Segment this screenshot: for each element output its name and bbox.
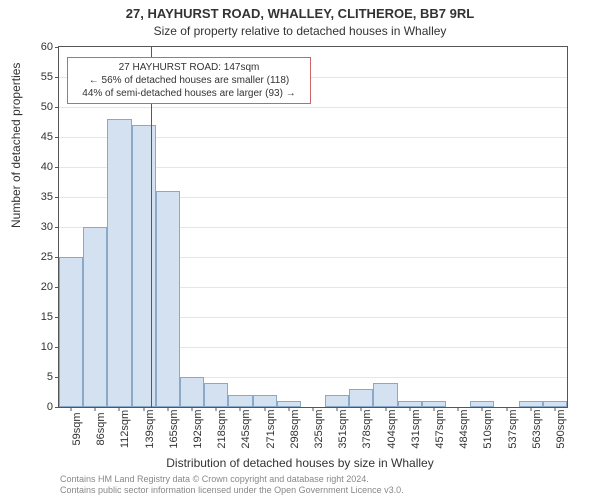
x-tick-label: 378sqm [361,409,373,448]
x-tick-label: 484sqm [458,409,470,448]
y-tick-label: 25 [41,251,59,263]
chart-plot-area: 05101520253035404550556059sqm86sqm112sqm… [58,46,568,408]
y-tick-label: 15 [41,311,59,323]
y-tick-label: 35 [41,191,59,203]
x-axis-label: Distribution of detached houses by size … [0,456,600,470]
y-tick-label: 10 [41,341,59,353]
attribution-line2: Contains public sector information licen… [60,485,404,496]
x-tick-mark [95,407,96,411]
callout-line: 27 HAYHURST ROAD: 147sqm [74,61,304,74]
y-tick-label: 40 [41,161,59,173]
histogram-bar [180,377,204,407]
histogram-bar [83,227,107,407]
x-tick-label: 86sqm [95,412,107,445]
x-tick-mark [71,407,72,411]
callout-line: 44% of semi-detached houses are larger (… [74,87,304,100]
y-tick-label: 50 [41,101,59,113]
y-tick-label: 5 [47,371,59,383]
x-tick-label: 192sqm [192,409,204,448]
y-tick-label: 0 [47,401,59,413]
y-axis-label: Number of detached properties [9,63,23,228]
y-tick-label: 60 [41,41,59,53]
attribution-text: Contains HM Land Registry data © Crown c… [60,474,404,496]
y-tick-label: 55 [41,71,59,83]
histogram-bar [59,257,83,407]
x-tick-label: 457sqm [434,409,446,448]
x-tick-label: 165sqm [168,409,180,448]
histogram-bar [349,389,373,407]
x-tick-label: 510sqm [482,409,494,448]
x-tick-label: 271sqm [265,409,277,448]
chart-title-sub: Size of property relative to detached ho… [0,24,600,38]
gridline-h [59,107,567,108]
x-tick-label: 245sqm [240,409,252,448]
x-tick-label: 112sqm [119,410,131,448]
x-tick-label: 59sqm [71,412,83,445]
chart-title-main: 27, HAYHURST ROAD, WHALLEY, CLITHEROE, B… [0,6,600,21]
histogram-bar [107,119,131,407]
y-tick-label: 45 [41,131,59,143]
histogram-bar [325,395,349,407]
x-tick-label: 537sqm [507,409,519,448]
histogram-bar [132,125,156,407]
x-tick-label: 404sqm [386,409,398,448]
histogram-bar [373,383,397,407]
y-tick-label: 30 [41,221,59,233]
attribution-line1: Contains HM Land Registry data © Crown c… [60,474,404,485]
histogram-bar [228,395,252,407]
callout-line: ← 56% of detached houses are smaller (11… [74,74,304,87]
x-tick-label: 139sqm [144,409,156,448]
x-tick-label: 431sqm [410,409,422,448]
x-tick-label: 218sqm [216,409,228,448]
x-tick-label: 563sqm [531,409,543,448]
x-tick-label: 590sqm [555,409,567,448]
plot-box: 05101520253035404550556059sqm86sqm112sqm… [58,46,568,408]
y-tick-label: 20 [41,281,59,293]
x-tick-label: 351sqm [337,409,349,448]
histogram-bar [204,383,228,407]
callout-box: 27 HAYHURST ROAD: 147sqm← 56% of detache… [67,57,311,104]
x-tick-label: 298sqm [289,409,301,448]
x-tick-label: 325sqm [313,409,325,448]
histogram-bar [156,191,180,407]
histogram-bar [253,395,277,407]
